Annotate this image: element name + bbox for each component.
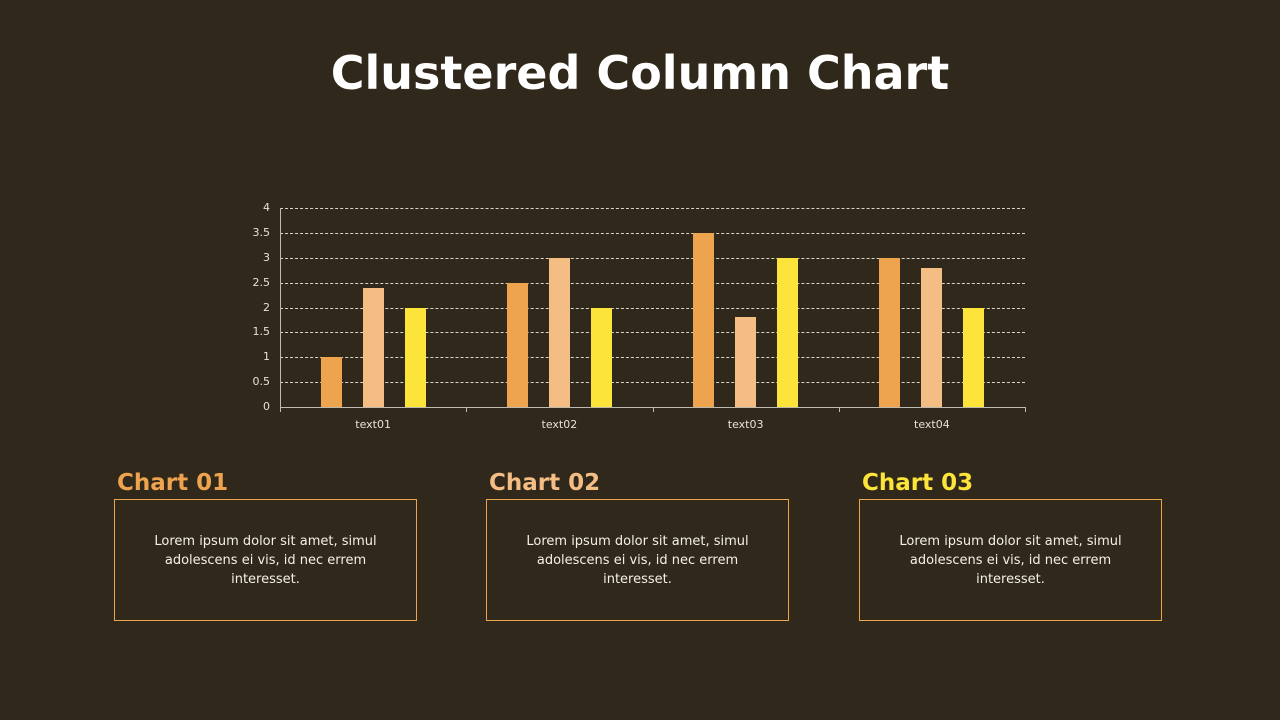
y-tick-label: 0 xyxy=(263,400,270,413)
card-text: Lorem ipsum dolor sit amet, simul adoles… xyxy=(899,533,1122,587)
gridline xyxy=(280,257,1025,259)
y-tick-label: 4 xyxy=(263,201,270,214)
gridline xyxy=(280,357,1025,359)
y-tick-label: 2 xyxy=(263,300,270,314)
x-category-label: text02 xyxy=(541,418,578,431)
y-axis xyxy=(280,208,281,408)
bar-text02-series-2 xyxy=(548,257,570,407)
x-tick-mark xyxy=(1025,407,1026,412)
y-tick-label: 1 xyxy=(263,350,270,364)
bar-text03-series-2 xyxy=(735,317,757,407)
bar-text03-series-1 xyxy=(693,232,715,407)
card-text: Lorem ipsum dolor sit amet, simul adoles… xyxy=(154,533,377,587)
y-tick-label: 3 xyxy=(263,250,270,264)
x-tick-mark xyxy=(652,407,654,412)
card-title-3: Chart 03 xyxy=(862,470,974,496)
bar-text04-series-3 xyxy=(963,307,985,407)
card-box-1: Lorem ipsum dolor sit amet, simul adoles… xyxy=(114,499,417,621)
bar-text02-series-1 xyxy=(506,282,528,407)
gridline xyxy=(280,208,1025,209)
y-tick-label: 2.5 xyxy=(252,275,271,289)
card-box-3: Lorem ipsum dolor sit amet, simul adoles… xyxy=(859,499,1162,621)
bar-text01-series-2 xyxy=(362,287,384,407)
bar-text04-series-2 xyxy=(921,267,943,407)
x-category-label: text01 xyxy=(355,418,391,431)
gridline xyxy=(280,307,1025,309)
x-category-label: text04 xyxy=(914,418,950,431)
gridline xyxy=(280,332,1025,334)
x-category-label: text03 xyxy=(727,418,764,431)
card-text: Lorem ipsum dolor sit amet, simul adoles… xyxy=(526,533,749,587)
card-title-1: Chart 01 xyxy=(117,470,229,496)
gridline xyxy=(280,282,1025,284)
gridline xyxy=(280,382,1025,384)
y-tick-label: 3.5 xyxy=(252,225,271,239)
bar-text04-series-1 xyxy=(879,257,901,407)
bar-text02-series-3 xyxy=(590,307,612,407)
x-tick-mark xyxy=(466,407,468,412)
x-tick-mark xyxy=(838,407,840,412)
slide-title: Clustered Column Chart xyxy=(330,46,950,100)
card-box-2: Lorem ipsum dolor sit amet, simul adoles… xyxy=(486,499,789,621)
card-title-2: Chart 02 xyxy=(489,470,601,496)
y-tick-label: 0.5 xyxy=(252,375,271,389)
bar-text01-series-1 xyxy=(320,357,342,407)
y-tick-label: 1.5 xyxy=(252,325,271,339)
gridline xyxy=(280,232,1025,234)
bar-text03-series-3 xyxy=(777,257,799,407)
bar-text01-series-3 xyxy=(404,307,426,407)
x-tick-mark xyxy=(280,407,281,412)
